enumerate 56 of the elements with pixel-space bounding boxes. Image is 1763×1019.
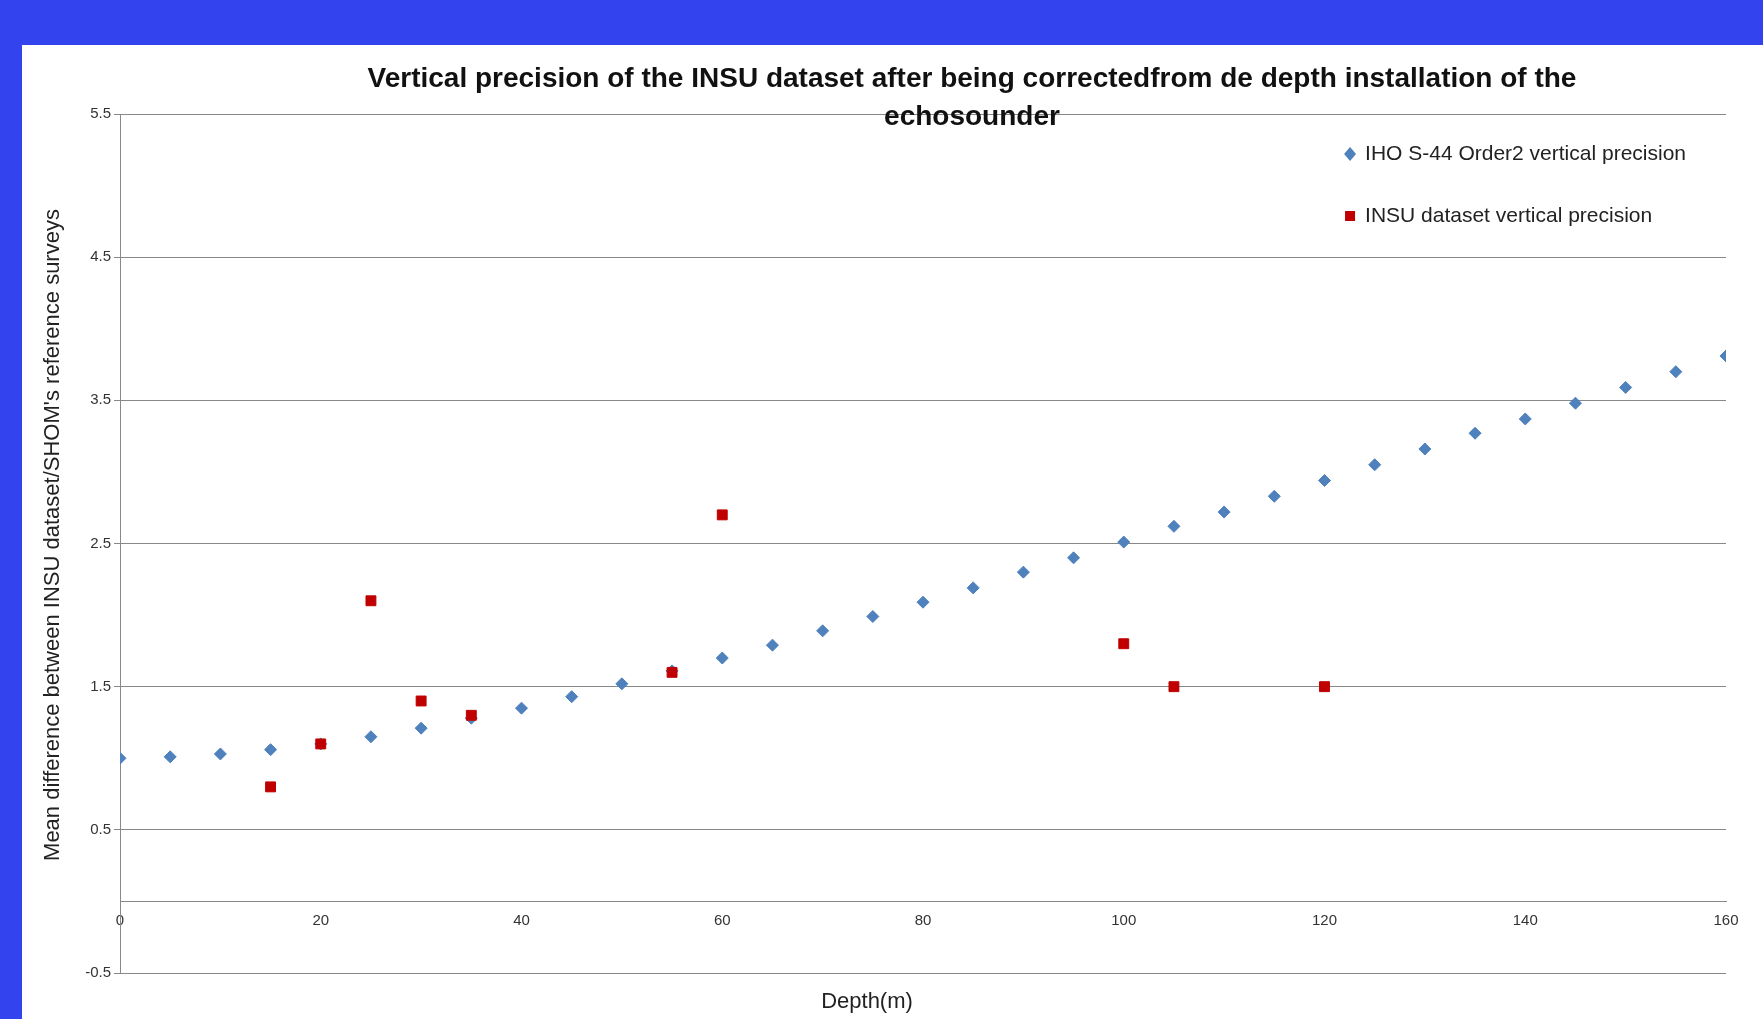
point: [816, 624, 830, 638]
point: [1016, 565, 1030, 579]
point: [365, 595, 377, 607]
y-tick-label: 5.5: [90, 104, 111, 122]
y-tick-label: -0.5: [85, 963, 111, 981]
y-tick-label: 2.5: [90, 533, 111, 551]
x-tick-label: 60: [713, 910, 731, 928]
point: [1118, 638, 1130, 650]
point: [364, 730, 378, 744]
chart-title: Vertical precision of the INSU dataset after being correctedfrom de depth installation of the echosounder: [366, 61, 1578, 133]
point: [1117, 535, 1131, 549]
point: [565, 690, 579, 704]
point: [1217, 505, 1231, 519]
x-tick-label: 100: [1111, 910, 1137, 928]
y-tick-label: 0.5: [90, 819, 111, 837]
point: [966, 581, 980, 595]
point: [163, 750, 177, 764]
y-tick-label: 4.5: [90, 247, 111, 265]
point: [1468, 426, 1482, 440]
point: [415, 695, 427, 707]
point: [414, 721, 428, 735]
point: [615, 677, 629, 691]
point: [715, 651, 729, 665]
point: [866, 610, 880, 624]
point: [765, 638, 779, 652]
point: [1167, 519, 1181, 533]
point: [916, 595, 930, 609]
point: [264, 743, 278, 757]
point: [1418, 442, 1432, 456]
point: [1168, 681, 1180, 693]
y-tick-label: 1.5: [90, 676, 111, 694]
point: [1619, 380, 1633, 394]
point: [1568, 396, 1582, 410]
y-tick-label: 3.5: [90, 390, 111, 408]
x-tick-label: 20: [312, 910, 330, 928]
point: [465, 709, 477, 721]
x-tick-label: 80: [914, 910, 932, 928]
point: [1518, 412, 1532, 426]
y-axis-title: Mean difference between INSU dataset/SHOM's reference surveys: [39, 209, 65, 861]
point: [1267, 489, 1281, 503]
point: [1318, 474, 1331, 488]
point: [1319, 681, 1330, 693]
point: [213, 747, 227, 761]
x-tick-label: 140: [1512, 910, 1538, 928]
x-tick-label: 160: [1713, 910, 1739, 928]
point: [1067, 551, 1081, 565]
point: [716, 509, 728, 521]
point: [1368, 458, 1382, 472]
point: [1669, 365, 1683, 379]
x-tick-label: 120: [1311, 910, 1338, 928]
x-axis-title: Depth(m): [821, 988, 913, 1014]
point: [515, 701, 528, 715]
legend-label: INSU dataset vertical precision: [1365, 202, 1653, 226]
point: [265, 781, 277, 793]
legend-label: IHO S-44 Order2 vertical precision: [1365, 140, 1687, 164]
x-tick-label: 40: [513, 910, 530, 928]
